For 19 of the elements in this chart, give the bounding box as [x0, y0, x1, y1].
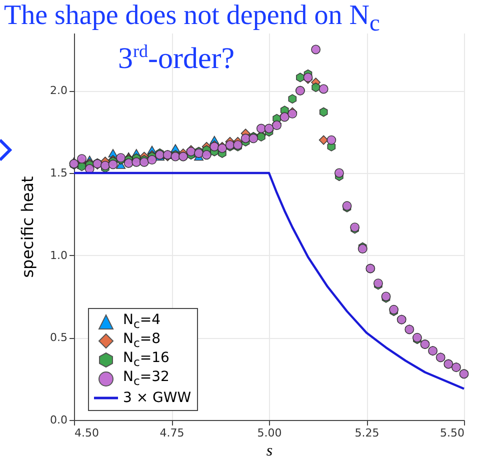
y-axis-title: specific heat: [18, 176, 38, 278]
x-axis-title: s: [266, 442, 273, 460]
legend-label: N$_{c}$=4: [123, 312, 161, 331]
y-tick-label: 1.5: [50, 166, 68, 180]
chart-title: The shape does not depend on N$_{c}$: [4, 0, 380, 39]
y-tick-label: 0.5: [50, 331, 68, 344]
x-tick-label: 5.25: [354, 426, 380, 440]
annotation: 3$^{rd}$-order?: [118, 40, 235, 76]
x-tick-label: 4.50: [74, 426, 99, 440]
x-tick-label: 5.00: [257, 426, 282, 440]
legend-label: 3 × GWW: [123, 390, 192, 406]
legend-label: N$_{c}$=16: [123, 350, 170, 369]
x-tick-label: 5.50: [440, 426, 464, 440]
x-tick-label: 4.75: [160, 426, 184, 440]
y-tick-label: 0.0: [50, 414, 68, 426]
y-tick-label: 1.0: [50, 248, 68, 262]
legend-label: N$_{c}$=8: [123, 331, 161, 350]
legend-label: N$_{c}$=32: [123, 369, 170, 388]
y-tick-label: 2.0: [50, 84, 68, 98]
